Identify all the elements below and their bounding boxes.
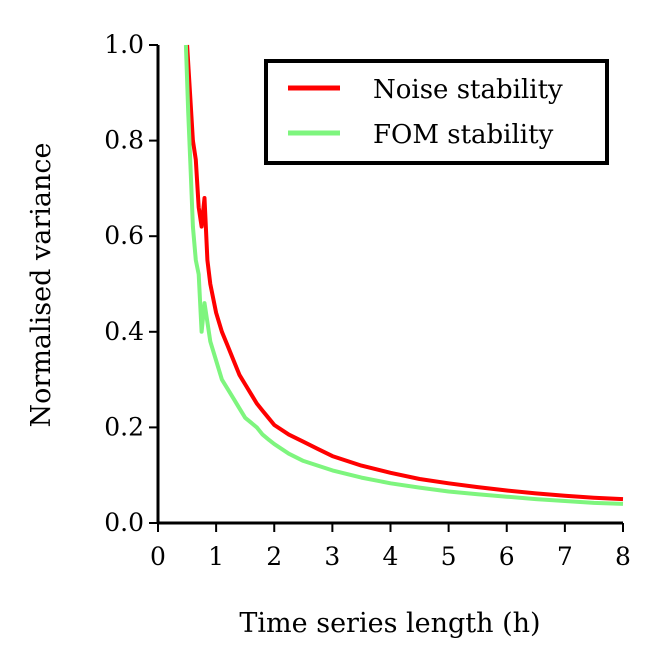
y-tick-label: 0.2 xyxy=(104,412,144,441)
x-tick-label: 6 xyxy=(499,542,515,571)
series-line-fom-stability xyxy=(183,44,624,506)
y-tick-label: 0.4 xyxy=(104,317,144,346)
x-axis-label: Time series length (h) xyxy=(239,608,540,639)
y-tick-label: 0.6 xyxy=(104,221,144,250)
x-tick-label: 8 xyxy=(615,542,631,571)
legend: Noise stability FOM stability xyxy=(264,59,609,165)
y-tick-label: 0.0 xyxy=(104,508,144,537)
legend-label-fom: FOM stability xyxy=(373,120,554,150)
x-tick-label: 5 xyxy=(441,542,457,571)
y-tick-label: 0.8 xyxy=(104,126,144,155)
series-line-noise-stability xyxy=(185,44,624,502)
series-layer xyxy=(183,44,624,506)
legend-box xyxy=(264,59,609,165)
y-axis-label: Normalised variance xyxy=(26,143,57,428)
x-tick-label: 7 xyxy=(557,542,573,571)
x-tick-label: 4 xyxy=(383,542,399,571)
x-tick-label: 0 xyxy=(150,542,166,571)
legend-label-noise: Noise stability xyxy=(373,75,563,105)
y-tick-label: 1.0 xyxy=(104,30,144,59)
x-tick-label: 1 xyxy=(208,542,224,571)
x-tick-label: 2 xyxy=(266,542,282,571)
ticks-layer: 0 1 2 3 4 5 6 7 8 0.0 0.2 0.4 0.6 0.8 1.0 xyxy=(104,30,631,571)
x-tick-label: 3 xyxy=(324,542,340,571)
